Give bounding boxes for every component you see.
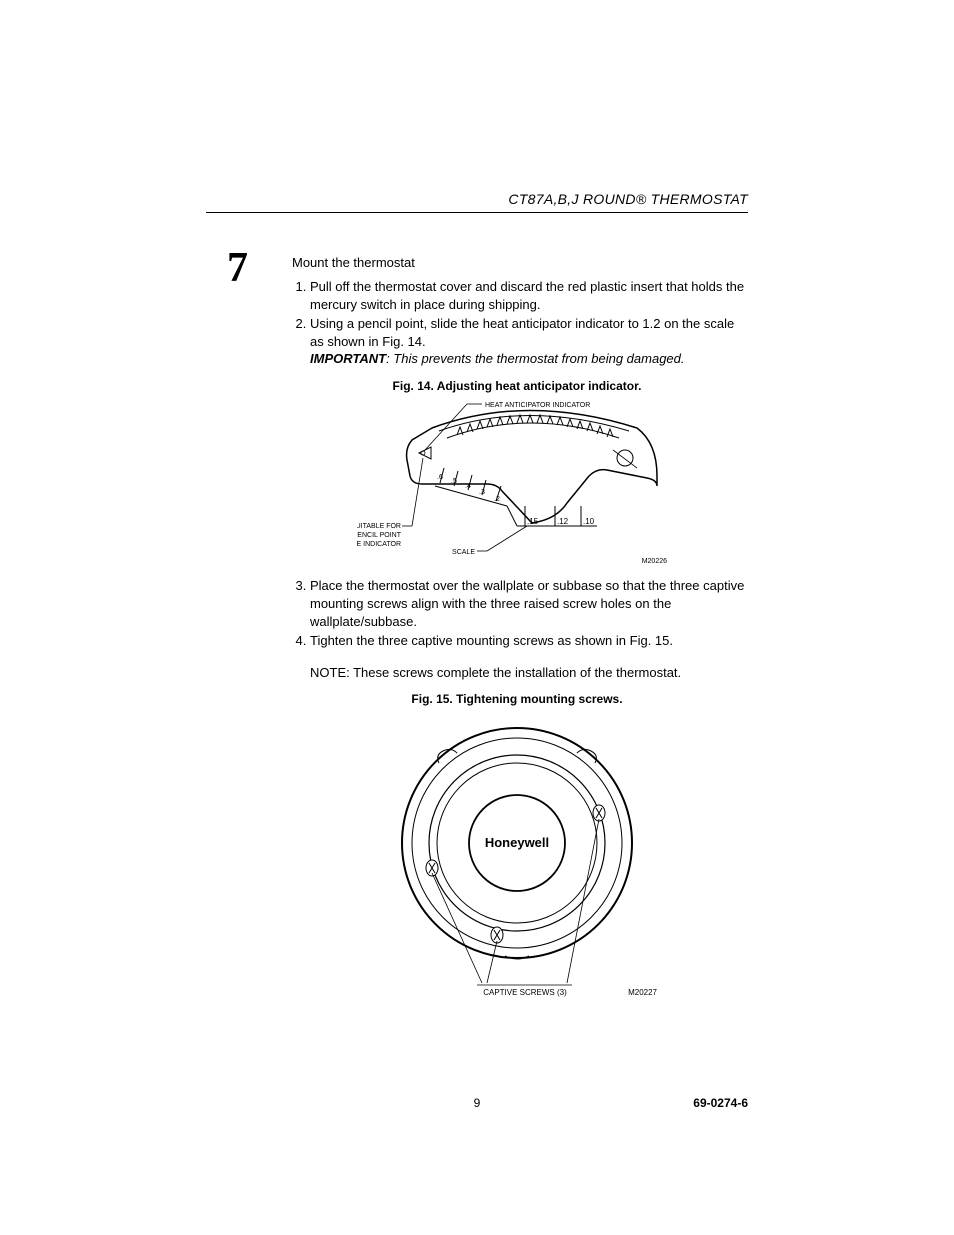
fig14-baseline-bend <box>507 506 517 526</box>
fig14-callout-line-hole <box>412 458 423 526</box>
fig15-ref: M20227 <box>628 988 657 997</box>
fig15-svg: Honeywell <box>367 713 667 1003</box>
fig15-caption: Fig. 15. Tightening mounting screws. <box>286 691 748 707</box>
doc-number: 69-0274-6 <box>693 1095 748 1111</box>
fig15-screw <box>491 927 503 943</box>
fig15-screw <box>593 805 605 821</box>
fig14-tick-label: .5 <box>451 478 457 485</box>
step-number: 7 <box>227 240 248 297</box>
step-title: Mount the thermostat <box>292 254 415 272</box>
steps-list-continued: Place the thermostat over the wallplate … <box>286 577 748 649</box>
header-title: CT87A,B,J ROUND® THERMOSTAT <box>508 190 748 209</box>
step-item: Place the thermostat over the wallplate … <box>310 577 748 630</box>
step-item-text: Pull off the thermostat cover and discar… <box>310 279 744 312</box>
fig14-label-hole3: TO MOVE INDICATOR <box>357 541 401 548</box>
fig14-tick-label: .12 <box>557 517 569 526</box>
fig14-label-hole2: PENCIL POINT <box>357 532 402 539</box>
fig15-callout-line-b <box>487 941 497 983</box>
fig14-ref: M20226 <box>642 558 667 565</box>
header-rule <box>206 212 748 213</box>
step-item-text: Place the thermostat over the wallplate … <box>310 578 744 628</box>
step-item-text: Tighten the three captive mounting screw… <box>310 633 673 648</box>
fig14-tick-label: .6 <box>437 474 443 481</box>
fig14-tick-label: .4 <box>465 483 471 490</box>
important-label: IMPORTANT <box>310 351 386 366</box>
fig14-tick-label: .3 <box>479 489 485 496</box>
page: CT87A,B,J ROUND® THERMOSTAT 7 Mount the … <box>0 0 954 1235</box>
fig15-label-screws: CAPTIVE SCREWS (3) <box>483 988 567 997</box>
fig14-label-scale: SCALE <box>452 549 475 556</box>
note-block: NOTE: These screws complete the installa… <box>310 664 748 682</box>
step-item: Using a pencil point, slide the heat ant… <box>310 315 748 368</box>
fig14-tick-label: .10 <box>583 517 595 526</box>
fig14-caption: Fig. 14. Adjusting heat anticipator indi… <box>286 378 748 394</box>
fig14-body-outline <box>407 410 657 523</box>
fig14-tick-label: .2 <box>494 496 500 503</box>
fig15-figure: Honeywell <box>367 713 667 1008</box>
fig14-label-top: HEAT ANTICIPATOR INDICATOR <box>485 402 590 409</box>
step-item-text: Using a pencil point, slide the heat ant… <box>310 316 734 349</box>
fig14-tick-label: .15 <box>527 517 539 526</box>
fig14-svg: .6 .5 .4 .3 .2 .15 .12 .10 HEAT ANTICIPA… <box>357 398 677 573</box>
steps-list: Pull off the thermostat cover and discar… <box>286 278 748 368</box>
important-text: : This prevents the thermostat from bein… <box>386 351 684 366</box>
step-item: Pull off the thermostat cover and discar… <box>310 278 748 313</box>
fig14-callout-line-top <box>425 404 467 450</box>
step-item: Tighten the three captive mounting screw… <box>310 632 748 650</box>
fig14-gear-teeth <box>457 415 613 437</box>
fig14-callout-line-scale <box>487 526 527 551</box>
fig15-brand: Honeywell <box>485 835 549 850</box>
fig14-label-hole1: HOLE SUITABLE FOR <box>357 523 401 530</box>
fig14-indicator-hole <box>421 451 425 455</box>
fig14-figure: .6 .5 .4 .3 .2 .15 .12 .10 HEAT ANTICIPA… <box>357 398 677 578</box>
page-number: 9 <box>474 1095 481 1111</box>
steps-block: Pull off the thermostat cover and discar… <box>286 278 748 1008</box>
